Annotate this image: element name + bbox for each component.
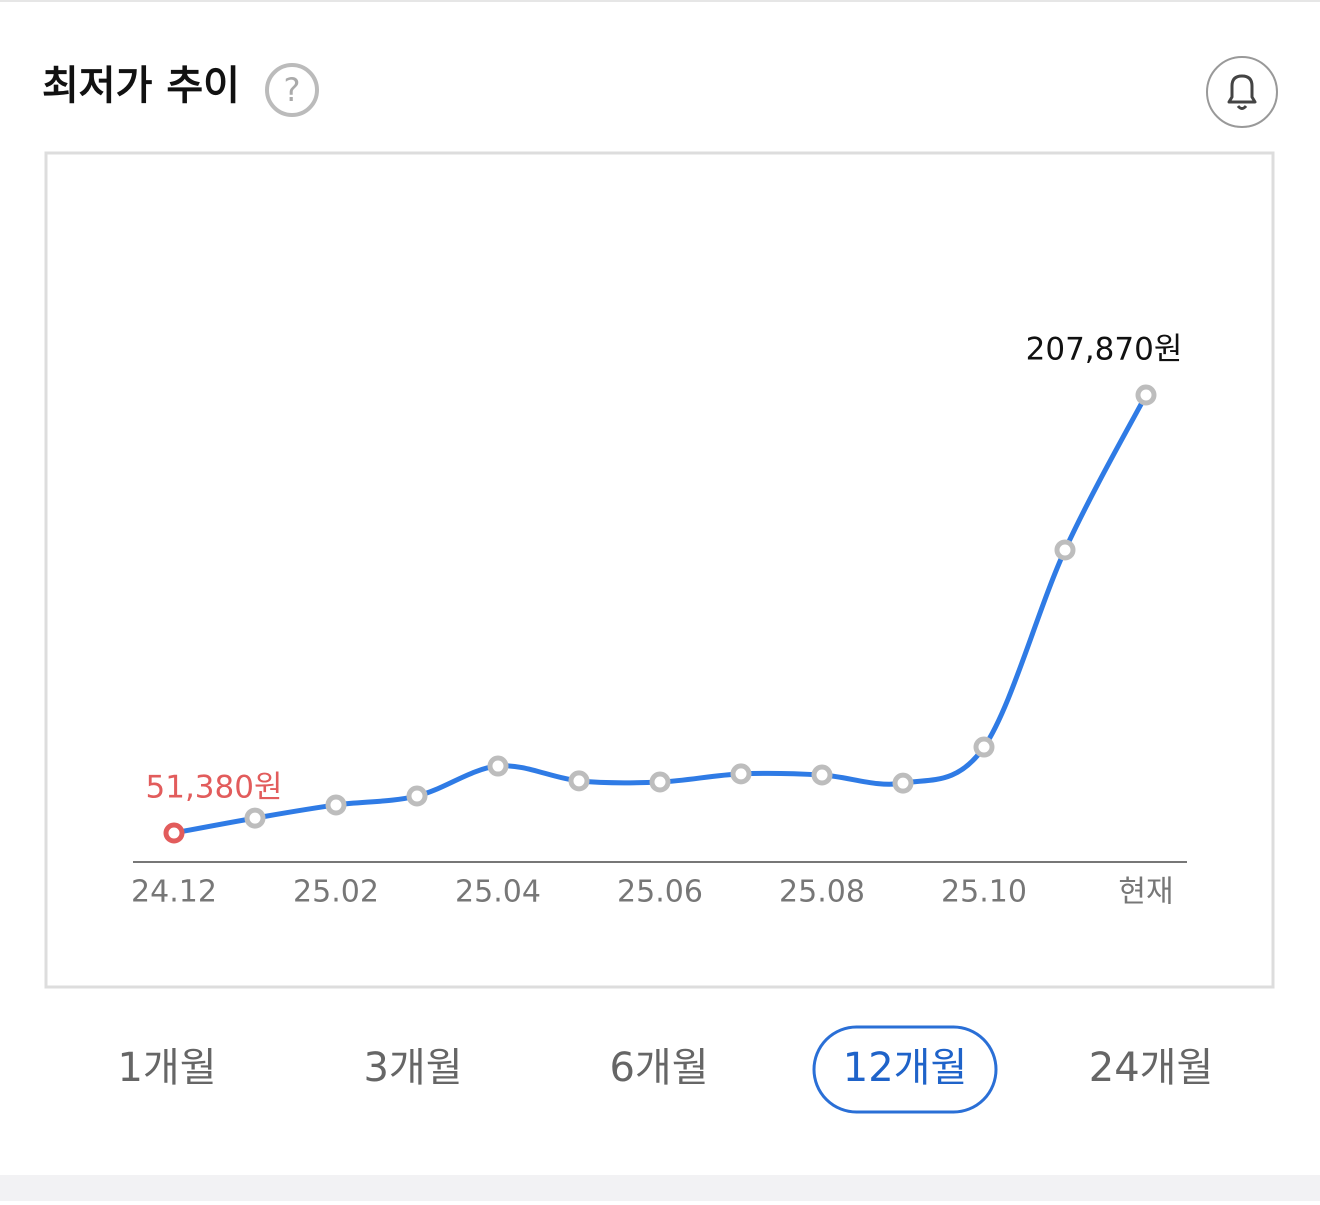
- chart: 24.12 25.02 25.04 25.06 25.08 25.10 현재 51,380원 2…: [131, 332, 1182, 910]
- price-point: [892, 772, 914, 794]
- price-point: [973, 736, 995, 758]
- price-point: [1054, 539, 1076, 561]
- tab-label: 3개월: [363, 1045, 462, 1091]
- help-circle: [265, 63, 319, 117]
- bottom-band: [0, 1175, 1320, 1201]
- price-point: [811, 764, 833, 786]
- price-point: [163, 822, 185, 844]
- price-label: 207,870원: [1026, 332, 1183, 368]
- chart-frame: [44, 151, 1275, 989]
- x-tick-label: 현재: [1118, 875, 1173, 910]
- x-tick-label: 25.04: [455, 875, 541, 910]
- x-tick-label: 24.12: [131, 875, 217, 910]
- tab-outline: [812, 1025, 998, 1114]
- bell-icon: [1227, 74, 1257, 110]
- price-point: [487, 755, 509, 777]
- tab-label: 12개월: [843, 1045, 968, 1091]
- alert-button[interactable]: [1206, 56, 1278, 128]
- price-point: [649, 771, 671, 793]
- period-tab[interactable]: 3개월: [363, 1045, 462, 1091]
- price-point: [1135, 384, 1157, 406]
- price-point: [730, 763, 752, 785]
- period-tab[interactable]: 6개월: [609, 1045, 708, 1091]
- x-tick-label: 25.08: [779, 875, 865, 910]
- alert-circle: [1206, 56, 1278, 128]
- x-tick-label: 25.10: [941, 875, 1027, 910]
- period-tab[interactable]: 24개월: [1089, 1045, 1214, 1091]
- period-tab[interactable]: 1개월: [117, 1045, 216, 1091]
- price-label: 51,380원: [146, 770, 283, 806]
- help-button[interactable]: ?: [265, 63, 319, 117]
- period-tab[interactable]: 12개월: [812, 1025, 998, 1114]
- x-tick-label: 25.02: [293, 875, 379, 910]
- tab-label: 1개월: [117, 1045, 216, 1091]
- price-point: [568, 770, 590, 792]
- price-point: [244, 807, 266, 829]
- help-icon: ?: [284, 71, 301, 109]
- price-point: [406, 785, 428, 807]
- tab-label: 24개월: [1089, 1045, 1214, 1091]
- period-tabs: 1개월 3개월 6개월 12개월 24개월: [117, 1025, 1214, 1114]
- price-point: [325, 794, 347, 816]
- section-title: 최저가 추이: [42, 63, 240, 109]
- tab-label: 6개월: [609, 1045, 708, 1091]
- x-tick-label: 25.06: [617, 875, 703, 910]
